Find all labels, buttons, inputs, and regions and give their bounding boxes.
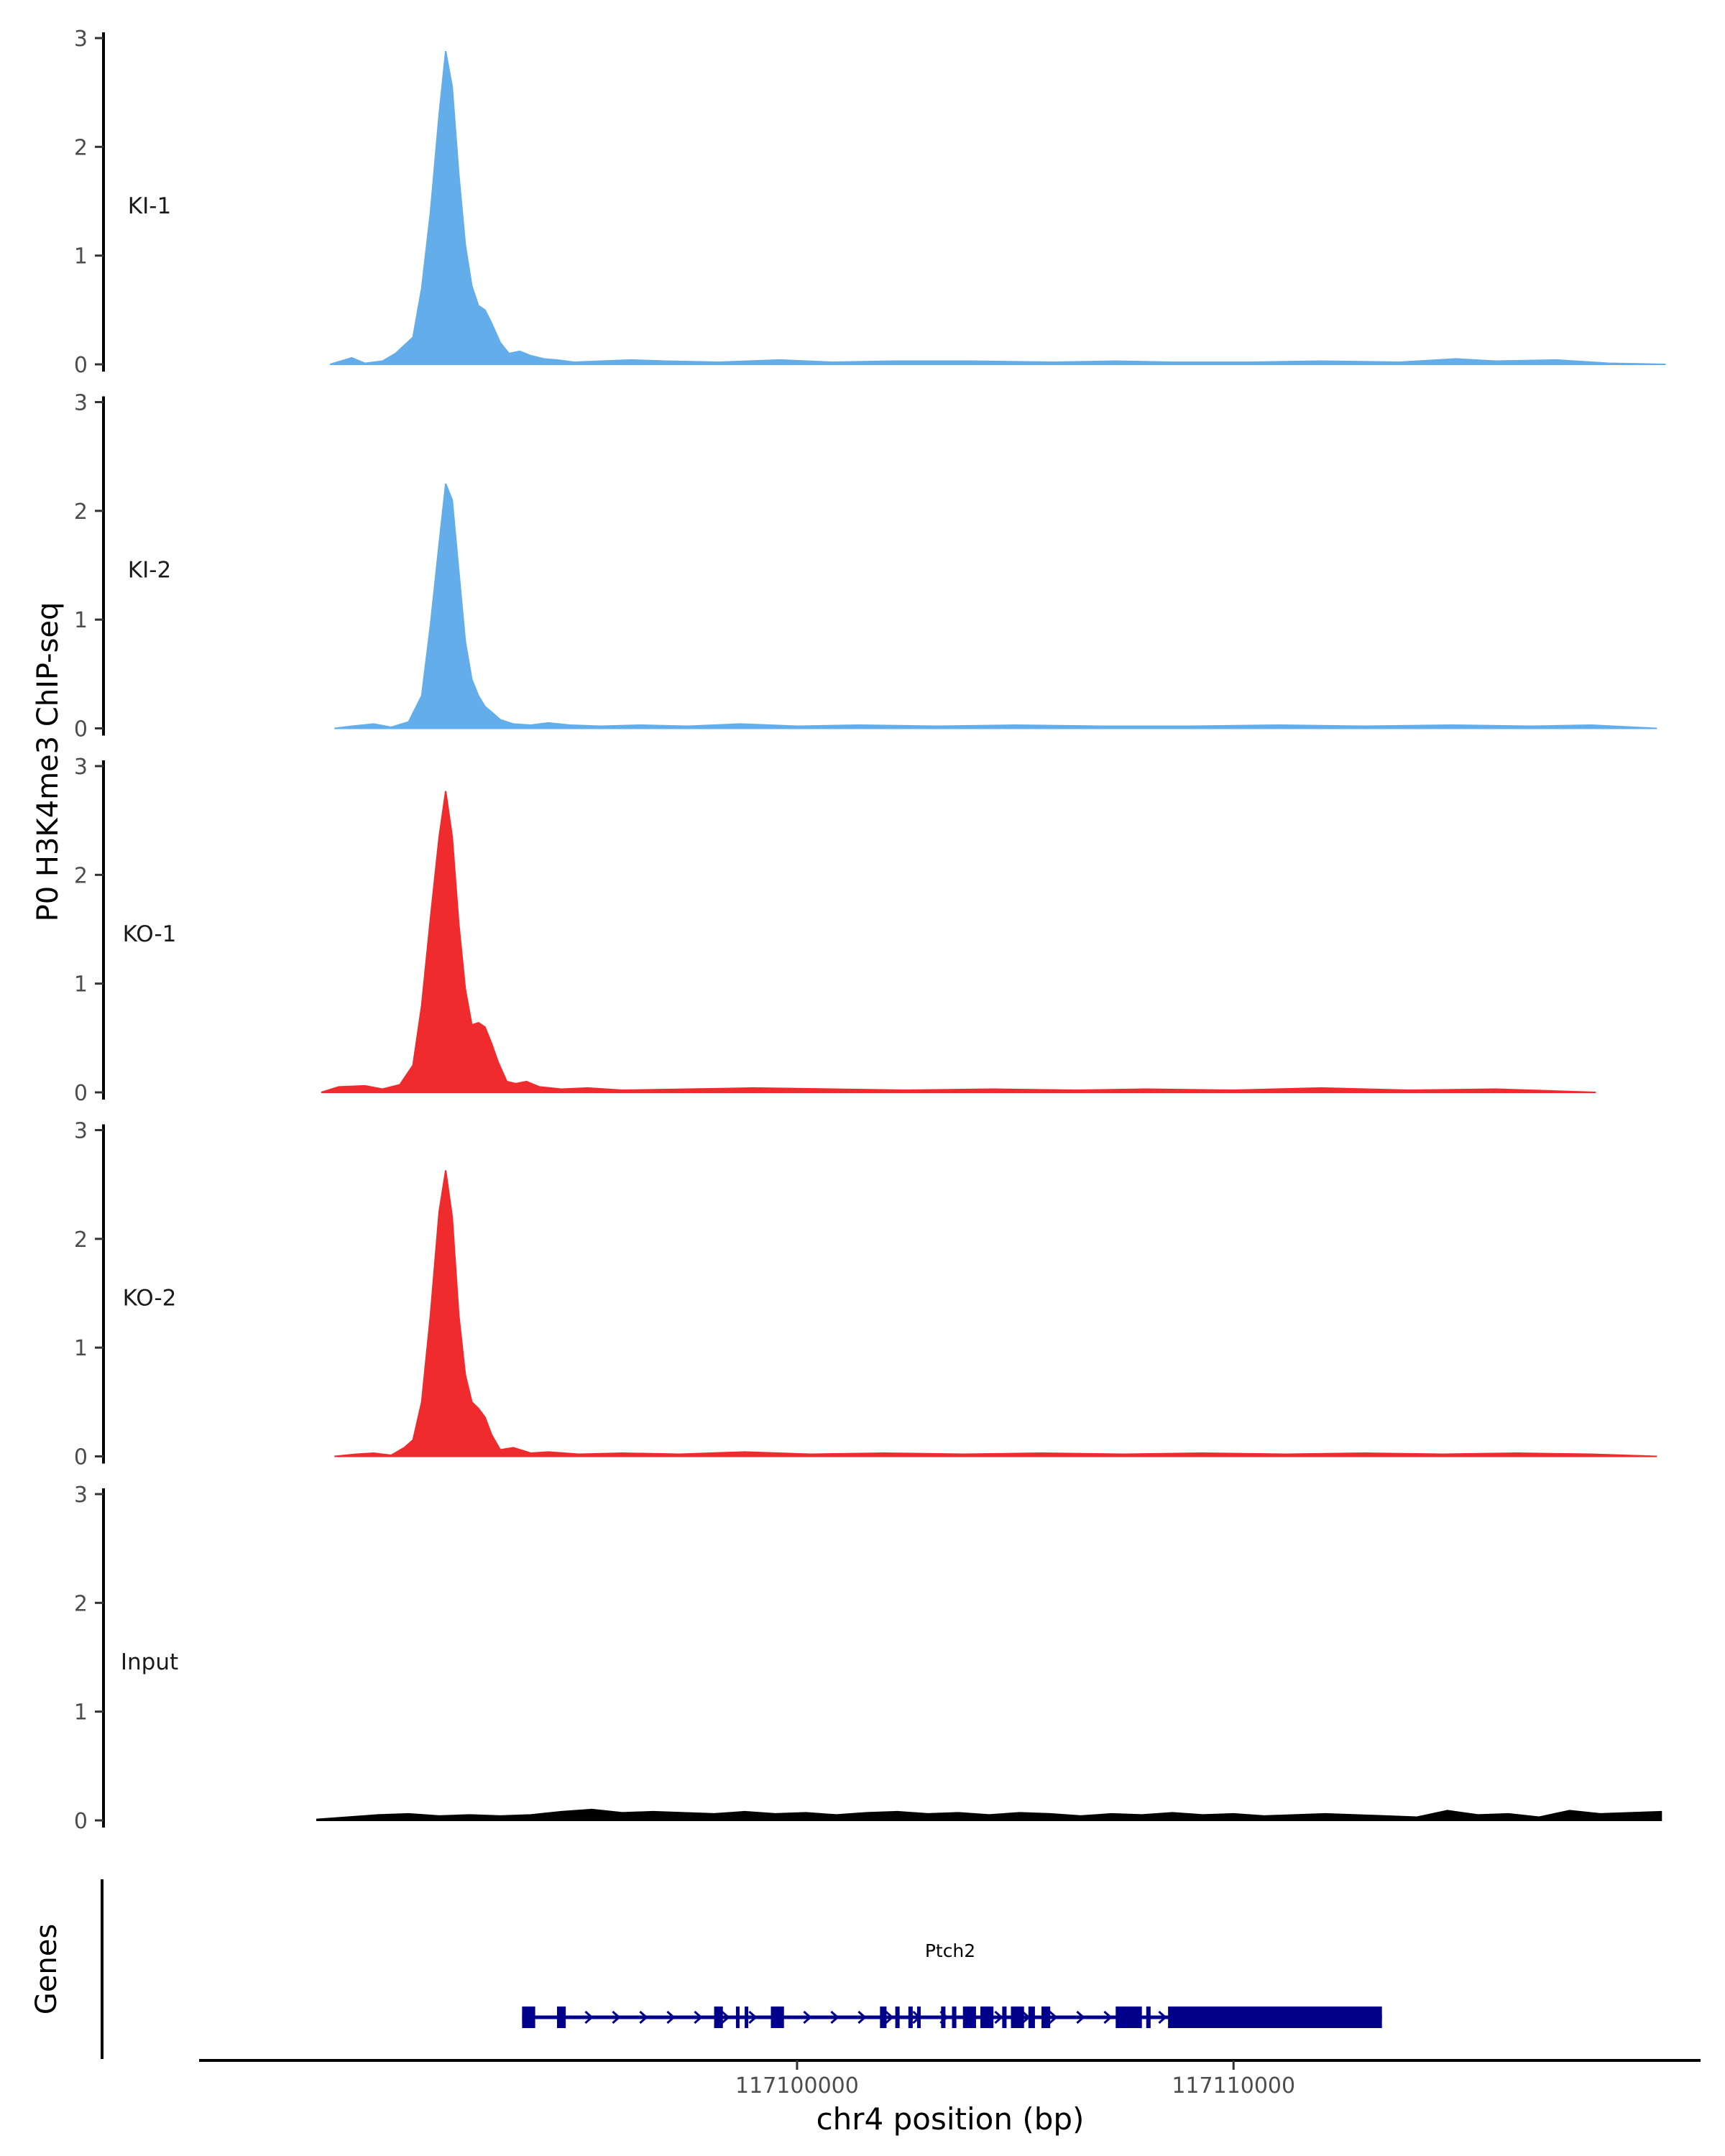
gene-exon xyxy=(1002,2007,1007,2028)
strand-arrow xyxy=(857,2010,867,2024)
gene-name-label: Ptch2 xyxy=(925,1940,975,1961)
y-tick-label: 1 xyxy=(74,244,88,270)
signal-area xyxy=(334,1170,1657,1457)
gene-exon xyxy=(952,2007,957,2028)
track-ko-1: 0 1 2 3 KO-1 xyxy=(74,755,1596,1106)
strand-arrow xyxy=(721,2010,730,2024)
gene-exon xyxy=(745,2007,749,2028)
track-input: 0 1 2 3 Input xyxy=(74,1483,1662,1834)
gene-exon xyxy=(916,2007,921,2028)
gene-exon xyxy=(714,2007,723,2028)
strand-arrow xyxy=(1158,2010,1167,2024)
y-tick-label: 1 xyxy=(74,972,88,998)
x-axis: chr4 position (bp) 117100000 117110000 xyxy=(199,2059,1701,2137)
y-tick-label: 3 xyxy=(74,391,88,416)
signal-tracks: 0 1 2 3 KI-1 0 1 2 3 KI-2 0 1 2 3 KO-1 0 1 2 3 KO-2 0 1 2 3 Inpu… xyxy=(74,27,1666,1834)
strand-arrow xyxy=(612,2010,621,2024)
track-label: Input xyxy=(121,1649,178,1675)
y-tick-label: 0 xyxy=(74,1445,88,1470)
genes-track: Genes Ptch2 xyxy=(30,1879,1382,2059)
gene-exon xyxy=(735,2007,740,2028)
y-tick-label: 1 xyxy=(74,1336,88,1361)
y-tick-label: 0 xyxy=(74,1081,88,1106)
y-axis-title: P0 H3K4me3 ChIP-seq xyxy=(32,602,65,922)
gene-exon xyxy=(941,2007,946,2028)
signal-area xyxy=(334,483,1657,729)
track-label: KI-2 xyxy=(128,558,171,584)
gene-exon xyxy=(895,2007,900,2028)
y-tick-label: 2 xyxy=(74,1227,88,1253)
signal-area xyxy=(316,1808,1662,1821)
gene-exon xyxy=(522,2007,535,2028)
y-tick-label: 2 xyxy=(74,135,88,160)
y-tick-label: 3 xyxy=(74,1483,88,1508)
x-axis-title: chr4 position (bp) xyxy=(816,2101,1085,2137)
gene-exon xyxy=(980,2007,994,2028)
strand-arrow xyxy=(803,2010,812,2024)
y-tick-label: 1 xyxy=(74,1700,88,1726)
gene-exon xyxy=(962,2007,976,2028)
strand-arrow xyxy=(830,2010,840,2024)
strand-arrow xyxy=(639,2010,648,2024)
y-tick-label: 1 xyxy=(74,608,88,633)
strand-arrow xyxy=(1076,2010,1085,2024)
gene-exon xyxy=(556,2007,566,2028)
strand-arrow xyxy=(885,2010,894,2024)
strand-arrow xyxy=(694,2010,703,2024)
genes-track-label: Genes xyxy=(30,1924,63,2014)
y-tick-label: 0 xyxy=(74,353,88,378)
y-tick-label: 2 xyxy=(74,1591,88,1616)
signal-area xyxy=(321,791,1596,1093)
x-tick-label: 117110000 xyxy=(1172,2073,1295,2099)
track-label: KO-2 xyxy=(123,1286,177,1312)
track-ko-2: 0 1 2 3 KO-2 xyxy=(74,1119,1657,1470)
y-tick-label: 0 xyxy=(74,1809,88,1834)
y-tick-label: 3 xyxy=(74,755,88,780)
gene-exon xyxy=(1011,2007,1024,2028)
gene-exon xyxy=(1116,2007,1142,2028)
gene-exon xyxy=(1146,2007,1151,2028)
y-tick-label: 2 xyxy=(74,499,88,525)
y-tick-label: 2 xyxy=(74,863,88,888)
gene-exon xyxy=(770,2007,784,2028)
gene-exon xyxy=(1041,2007,1051,2028)
strand-arrow xyxy=(584,2010,594,2024)
gene-exon xyxy=(880,2007,887,2028)
gene-exon xyxy=(1028,2007,1035,2028)
y-tick-label: 0 xyxy=(74,717,88,742)
gene-exon xyxy=(908,2007,913,2028)
strand-arrow xyxy=(1049,2010,1058,2024)
strand-arrow xyxy=(748,2010,758,2024)
track-label: KO-1 xyxy=(123,921,177,947)
strand-arrow xyxy=(994,2010,1003,2024)
signal-area xyxy=(329,51,1666,365)
x-tick-label: 117100000 xyxy=(735,2073,859,2099)
y-tick-label: 3 xyxy=(74,1119,88,1144)
track-label: KI-1 xyxy=(128,193,171,219)
track-ki-2: 0 1 2 3 KI-2 xyxy=(74,391,1657,742)
strand-arrow xyxy=(1103,2010,1113,2024)
track-ki-1: 0 1 2 3 KI-1 xyxy=(74,27,1666,378)
strand-arrow xyxy=(666,2010,676,2024)
y-tick-label: 3 xyxy=(74,27,88,52)
gene-exon xyxy=(1168,2007,1382,2028)
